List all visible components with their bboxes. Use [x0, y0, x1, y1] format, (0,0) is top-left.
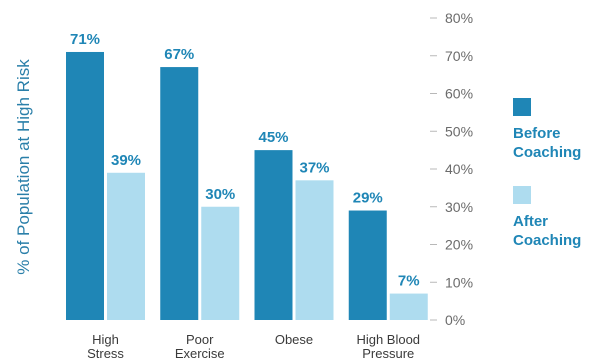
- y-tick-label: 50%: [445, 123, 473, 139]
- category-label: Obese: [275, 332, 313, 347]
- bar: [201, 206, 240, 320]
- category-label: High: [92, 332, 119, 347]
- legend-label: After: [513, 213, 548, 230]
- bar: [107, 172, 145, 320]
- y-tick-label: 0%: [445, 312, 465, 328]
- y-tick-label: 80%: [445, 10, 473, 26]
- legend: Before Coaching After Coaching: [513, 98, 581, 249]
- data-label: 30%: [205, 186, 235, 203]
- legend-swatch: [513, 186, 531, 204]
- bar: [254, 150, 293, 320]
- y-tick-label: 60%: [445, 86, 473, 102]
- data-label: 71%: [70, 31, 100, 48]
- y-tick-label: 70%: [445, 48, 473, 64]
- bars: [66, 51, 428, 320]
- category-label: Pressure: [362, 346, 414, 361]
- bar: [66, 51, 104, 320]
- y-tick-label: 20%: [445, 237, 473, 253]
- bar: [160, 67, 199, 320]
- y-tick-label: 40%: [445, 161, 473, 177]
- y-axis: 0% 10% 20% 30% 40% 50% 60% 70% 80%: [430, 10, 473, 328]
- legend-label: Coaching: [513, 232, 581, 249]
- bar: [348, 210, 387, 320]
- data-label: 29%: [353, 190, 383, 207]
- data-labels: 71% 39% 67% 30% 45% 37% 29% 7%: [70, 31, 420, 290]
- category-label: Stress: [87, 346, 124, 361]
- category-label: Exercise: [175, 346, 225, 361]
- category-label: Poor: [186, 332, 214, 347]
- y-axis-title: % of Population at High Risk: [14, 59, 33, 275]
- data-label: 37%: [299, 159, 329, 176]
- legend-label: Before: [513, 125, 561, 142]
- bar: [295, 180, 334, 320]
- data-label: 45%: [258, 129, 288, 146]
- y-tick-label: 30%: [445, 199, 473, 215]
- data-label: 67%: [164, 46, 194, 63]
- data-label: 7%: [398, 273, 420, 290]
- legend-swatch: [513, 98, 531, 116]
- y-tick-label: 10%: [445, 274, 473, 290]
- bar: [389, 293, 428, 320]
- category-label: High Blood: [356, 332, 420, 347]
- data-label: 39%: [111, 152, 141, 169]
- legend-label: Coaching: [513, 144, 581, 161]
